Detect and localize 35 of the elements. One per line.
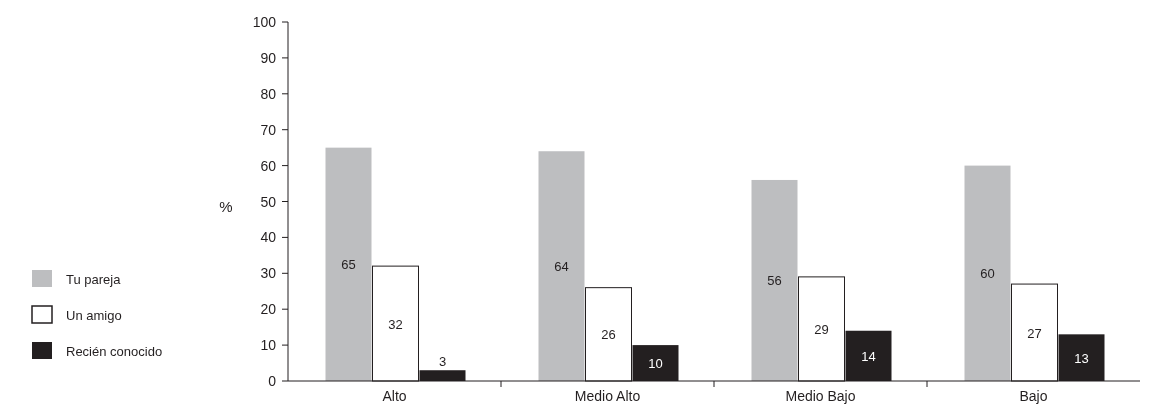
- bar: [325, 147, 372, 381]
- y-tick-label: 50: [260, 193, 277, 210]
- y-tick-label: 80: [260, 85, 277, 102]
- data-label: 64: [554, 259, 569, 275]
- x-tick-label: Medio Alto: [574, 388, 641, 404]
- y-tick-label: 10: [260, 337, 277, 354]
- y-tick-label: 60: [260, 157, 277, 174]
- x-tick-label: Bajo: [1019, 388, 1048, 404]
- data-label: 56: [767, 273, 782, 289]
- x-tick-label: Medio Bajo: [785, 388, 856, 404]
- y-tick-label: 20: [260, 301, 277, 318]
- y-axis-title: %: [219, 197, 233, 215]
- y-tick-label: 90: [260, 49, 277, 66]
- bar: [538, 151, 585, 381]
- data-label: 26: [601, 327, 616, 343]
- data-label: 29: [814, 321, 829, 337]
- bar: [964, 165, 1011, 381]
- legend-label: Un amigo: [66, 308, 122, 323]
- y-tick-label: 0: [268, 373, 277, 389]
- bar: [751, 179, 798, 381]
- y-tick-label: 70: [260, 121, 277, 138]
- data-label: 27: [1027, 325, 1042, 341]
- y-tick-label: 100: [252, 14, 277, 30]
- y-tick-label: 40: [260, 229, 277, 246]
- data-label: 3: [438, 354, 447, 370]
- y-tick-label: 30: [260, 265, 277, 282]
- data-label: 10: [648, 356, 663, 372]
- data-label: 14: [861, 348, 876, 364]
- legend-label: Tu pareja: [66, 272, 122, 287]
- x-tick-label: Alto: [382, 388, 407, 404]
- data-label: 65: [341, 257, 356, 273]
- data-label: 60: [980, 266, 995, 282]
- data-label: 13: [1074, 350, 1089, 366]
- data-label: 32: [388, 316, 403, 332]
- legend-label: Recién conocido: [66, 344, 163, 359]
